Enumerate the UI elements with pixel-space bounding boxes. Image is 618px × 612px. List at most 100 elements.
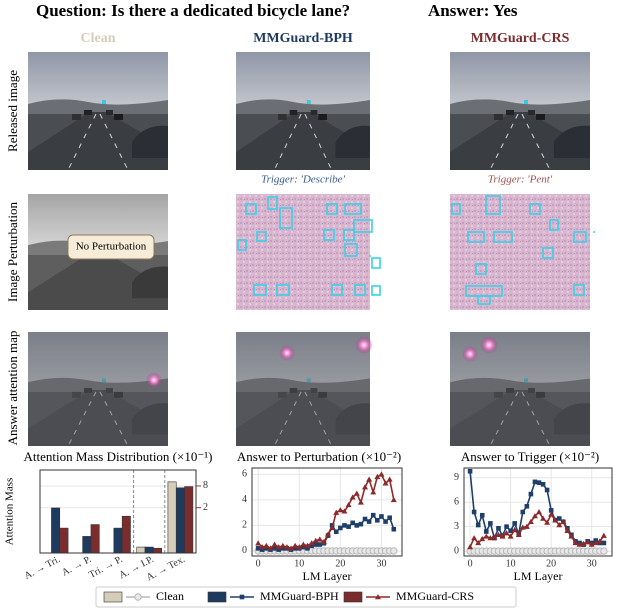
question: Question: Is there a dedicated bicycle l… [36, 1, 350, 20]
x-tick-label: 10 [506, 558, 516, 569]
column-title: MMGuard-BPH [253, 31, 353, 46]
row-label: Image Perturbation [5, 202, 20, 302]
bar [60, 528, 68, 553]
marker [484, 529, 489, 534]
marker [359, 522, 364, 527]
legend-label: MMGuard-CRS [396, 589, 474, 603]
marker [256, 546, 261, 551]
y-tick-label: 9 [454, 472, 459, 483]
image [450, 52, 590, 170]
image [236, 52, 370, 170]
row-label: Answer attention map [5, 331, 20, 446]
x-axis-label: LM Layer [514, 569, 563, 583]
bar [91, 525, 99, 553]
marker [601, 548, 607, 554]
marker [255, 540, 261, 545]
bar [137, 547, 145, 553]
marker [488, 521, 493, 526]
attention-spot [146, 372, 162, 388]
marker [317, 536, 323, 541]
marker [468, 469, 473, 474]
marker [480, 513, 485, 518]
marker [525, 504, 530, 509]
x-axis-label: LM Layer [303, 569, 352, 583]
marker [387, 476, 393, 481]
bar [185, 487, 193, 553]
x-tick-label: 30 [376, 558, 386, 569]
marker [391, 548, 397, 554]
marker [337, 507, 343, 512]
x-tick-label: 10 [294, 558, 304, 569]
trigger: Trigger: 'Describe' [261, 174, 345, 186]
chart-title: Answer to Trigger (×10⁻²) [461, 449, 599, 464]
marker [370, 489, 376, 494]
attention-spot [355, 336, 373, 354]
bar [168, 482, 176, 553]
x-tick-label: 0 [256, 558, 261, 569]
marker [379, 514, 384, 519]
marker [350, 521, 355, 526]
legend-swatch [344, 592, 362, 602]
marker [272, 542, 278, 547]
bar [114, 528, 122, 553]
marker [601, 533, 607, 538]
trigger: Trigger: 'Pent' [488, 174, 553, 186]
marker [354, 491, 360, 496]
marker [467, 544, 473, 549]
x-tick-label: 0 [468, 558, 473, 569]
marker [313, 542, 318, 547]
bar [51, 508, 59, 553]
y-tick-label: 0 [454, 545, 459, 556]
marker [371, 513, 376, 518]
marker [375, 518, 380, 523]
legend-label: MMGuard-BPH [260, 589, 339, 603]
marker [318, 542, 323, 547]
marker [391, 527, 396, 532]
row-label: Released image [5, 70, 20, 152]
x-tick-label: Tri. → P. [87, 554, 124, 581]
x-tick-label: 30 [587, 558, 597, 569]
no-perturbation: No Perturbation [76, 241, 147, 253]
marker [533, 480, 538, 485]
answer: Answer: Yes [428, 1, 518, 20]
marker [354, 523, 359, 528]
marker [342, 523, 347, 528]
marker [541, 482, 546, 487]
figure: Question: Is there a dedicated bicycle l… [0, 0, 618, 612]
y-tick-label: 0 [242, 545, 247, 556]
attention-spot [279, 345, 295, 361]
legend-marker [135, 594, 141, 600]
marker [362, 484, 368, 489]
series-line [258, 474, 394, 548]
bar [122, 516, 130, 553]
marker [363, 517, 368, 522]
bar [145, 547, 153, 553]
legend-swatch [104, 592, 122, 602]
attention-spot [462, 346, 478, 362]
bar [153, 548, 161, 553]
image [28, 52, 168, 170]
marker [483, 533, 489, 538]
y2-tick-label: 2 [203, 502, 208, 513]
marker [476, 523, 481, 528]
x-tick-label: 20 [546, 558, 556, 569]
chart-title: Attention Mass Distribution (×10⁻¹) [24, 449, 213, 464]
marker [383, 519, 388, 524]
bar [83, 536, 91, 553]
marker [557, 516, 562, 521]
y-tick-label: 3 [454, 521, 459, 532]
marker [529, 492, 534, 497]
marker [545, 488, 550, 493]
perturbation [450, 194, 590, 310]
overlay [28, 332, 168, 446]
y-tick-label: 4 [242, 494, 247, 505]
x-tick-label: A. → Tri. [23, 554, 63, 582]
marker [520, 510, 525, 515]
marker [263, 543, 269, 548]
marker [280, 543, 286, 548]
y2-tick-label: 8 [203, 480, 208, 491]
legend-marker [240, 595, 245, 600]
y-tick-label: 6 [242, 469, 247, 480]
column-title: MMGuard-CRS [471, 31, 570, 46]
